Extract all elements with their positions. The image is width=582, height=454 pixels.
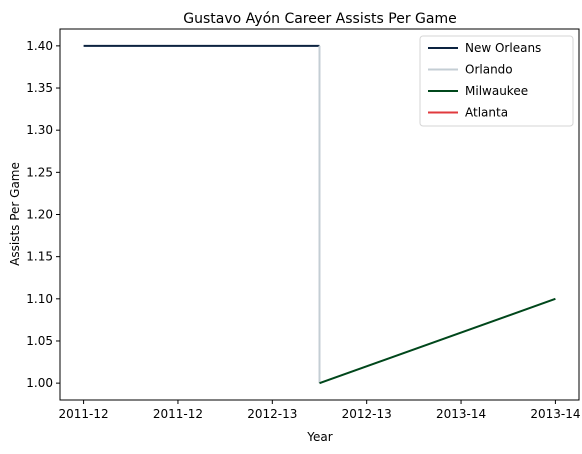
y-tick-label: 1.25 (26, 165, 53, 179)
y-tick-label: 1.35 (26, 81, 53, 95)
x-tick-label: 2013-14 (436, 407, 486, 421)
x-tick-label: 2011-12 (153, 407, 203, 421)
legend: New Orleans Orlando Milwaukee Atlanta (419, 35, 574, 127)
y-tick-label: 1.05 (26, 334, 53, 348)
legend-label-2: Milwaukee (465, 84, 528, 98)
chart-title: Gustavo Ayón Career Assists Per Game (183, 11, 456, 27)
x-tick-label: 2013-14 (530, 407, 580, 421)
plot-lines (83, 44, 556, 385)
legend-label-3: Atlanta (465, 106, 508, 120)
legend-label-1: Orlando (465, 63, 513, 77)
x-axis: 2011-12 2011-12 2012-13 2012-13 2013-14 2013-… (59, 400, 580, 421)
series-line-2 (319, 297, 556, 385)
legend-box (419, 35, 574, 127)
y-tick-label: 1.40 (26, 39, 53, 53)
y-axis-label: Assists Per Game (8, 162, 22, 266)
y-tick-label: 1.30 (26, 123, 53, 137)
x-tick-label: 2011-12 (59, 407, 109, 421)
y-tick-label: 1.20 (26, 208, 53, 222)
y-tick-label: 1.00 (26, 376, 53, 390)
x-tick-label: 2012-13 (247, 407, 297, 421)
x-axis-label: Year (306, 430, 332, 444)
x-tick-label: 2012-13 (342, 407, 392, 421)
y-tick-label: 1.15 (26, 250, 53, 264)
legend-label-0: New Orleans (465, 41, 541, 55)
y-axis: 1.00 1.05 1.10 1.15 1.20 1.25 1.30 1.35 1.40 (26, 39, 60, 390)
y-tick-label: 1.10 (26, 292, 53, 306)
